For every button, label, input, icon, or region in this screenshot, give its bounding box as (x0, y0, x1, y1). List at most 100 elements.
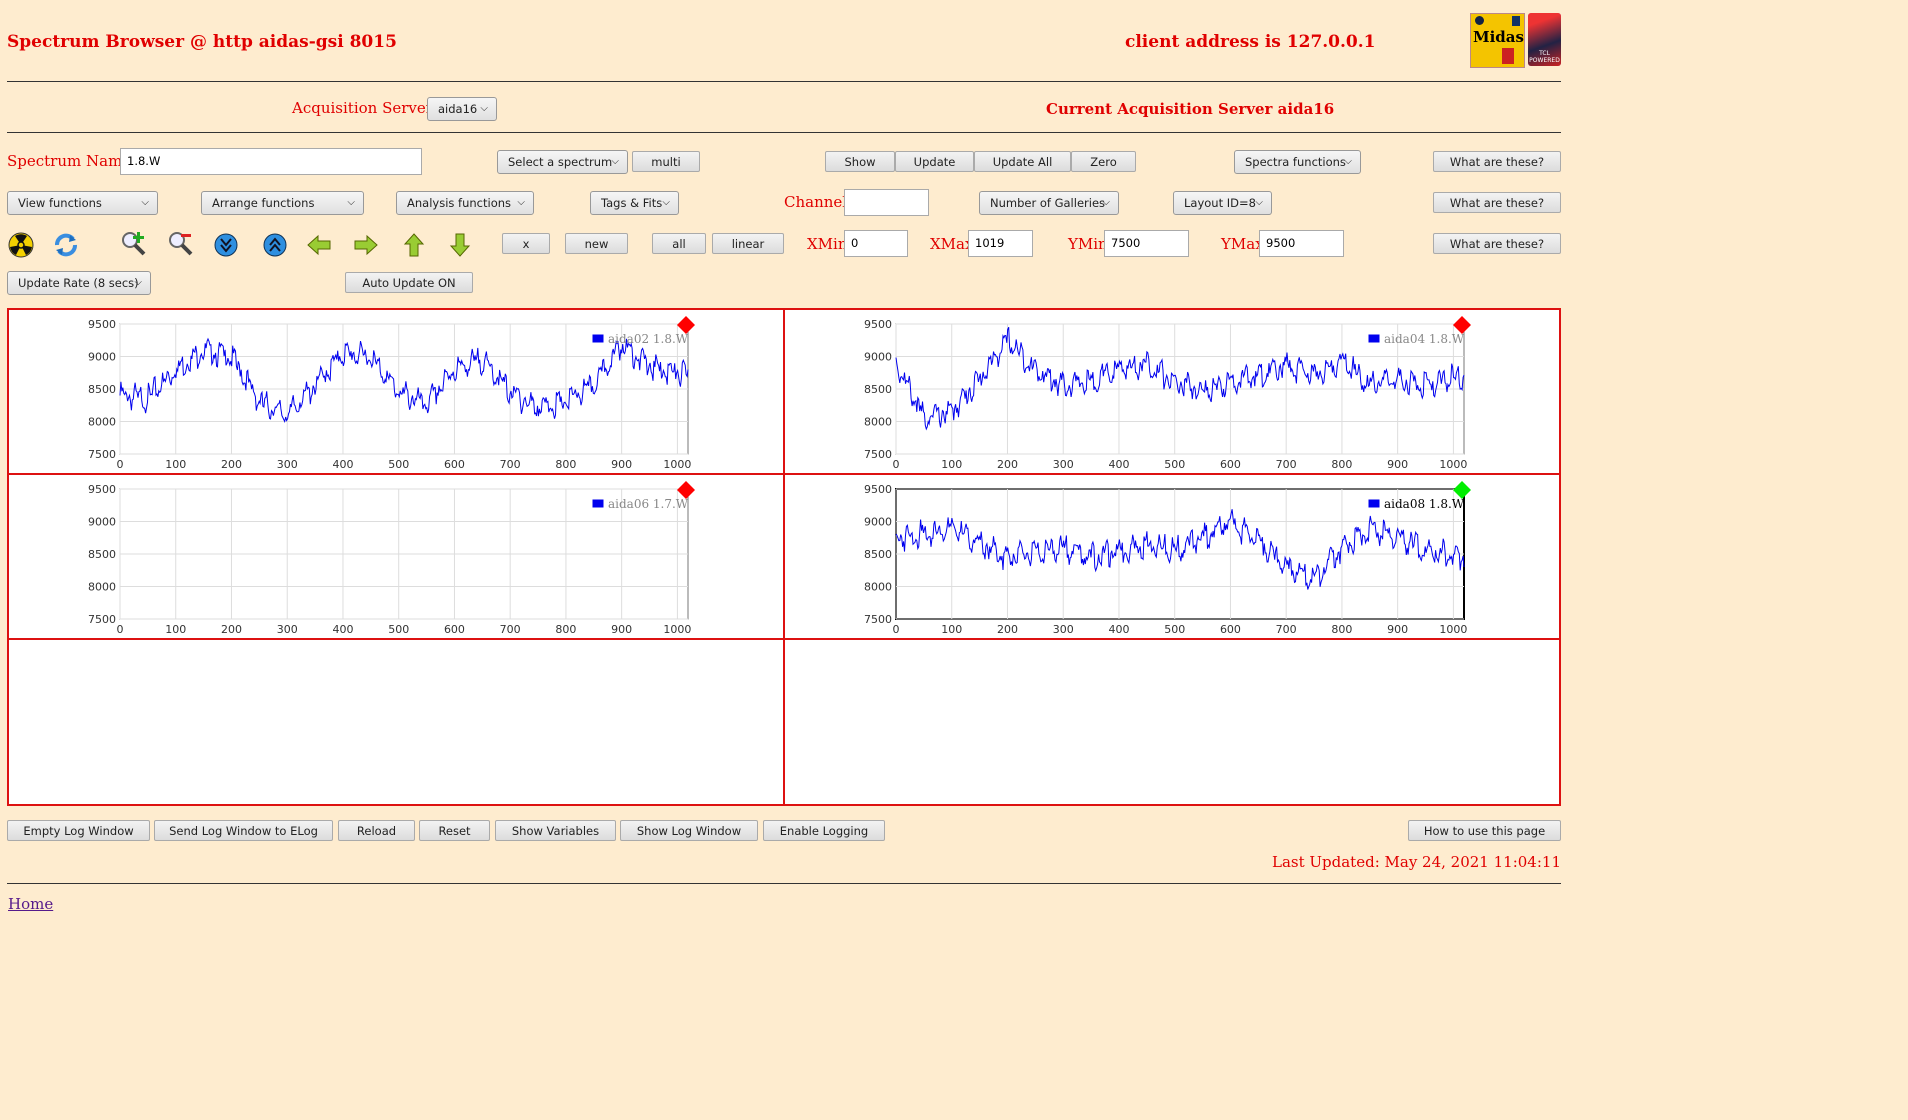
y-tick-label: 7500 (864, 613, 892, 626)
view-functions-label: View functions (18, 196, 102, 210)
status-diamond-icon[interactable] (1453, 316, 1471, 334)
y-tick-label: 8500 (88, 383, 116, 396)
status-diamond-icon[interactable] (677, 481, 695, 499)
x-tick-label: 0 (117, 458, 124, 471)
x-tick-label: 700 (500, 623, 521, 636)
status-diamond-icon[interactable] (1453, 481, 1471, 499)
x-tick-label: 300 (1053, 458, 1074, 471)
analysis-functions-dropdown[interactable]: Analysis functions ⌵ (396, 191, 534, 215)
legend-swatch (591, 333, 605, 344)
divider (7, 883, 1561, 884)
auto-update-button[interactable]: Auto Update ON (345, 272, 473, 293)
show-log-window-button[interactable]: Show Log Window (620, 820, 758, 841)
refresh-icon[interactable] (53, 232, 79, 258)
ymin-input[interactable]: 7500 (1104, 230, 1189, 257)
tags-fits-dropdown[interactable]: Tags & Fits ⌵ (590, 191, 679, 215)
enable-logging-button[interactable]: Enable Logging (763, 820, 885, 841)
x-tick-label: 600 (444, 623, 465, 636)
divider (7, 81, 1561, 82)
last-updated: Last Updated: May 24, 2021 11:04:11 (1272, 853, 1561, 871)
x-tick-label: 600 (444, 458, 465, 471)
number-of-galleries-dropdown[interactable]: Number of Galleries ⌵ (979, 191, 1119, 215)
y-tick-label: 9500 (864, 483, 892, 496)
y-tick-label: 7500 (864, 448, 892, 461)
zoom-in-icon[interactable] (120, 230, 146, 256)
x-tick-label: 100 (941, 623, 962, 636)
chevron-down-icon: ⌵ (141, 197, 149, 208)
spectrum-name-label: Spectrum Name: (7, 152, 137, 170)
chevron-down-icon: ⌵ (1255, 197, 1263, 208)
arrow-down-icon[interactable] (447, 232, 473, 258)
show-button[interactable]: Show (825, 151, 895, 172)
arrange-functions-label: Arrange functions (212, 196, 315, 210)
send-log-to-elog-button[interactable]: Send Log Window to ELog (154, 820, 333, 841)
empty-log-window-button[interactable]: Empty Log Window (7, 820, 150, 841)
ymax-input[interactable]: 9500 (1259, 230, 1344, 257)
what-are-these-button-2[interactable]: What are these? (1433, 192, 1561, 213)
radiation-icon[interactable] (8, 232, 34, 258)
spectrum-chart-aida06[interactable]: 0 100 200 300 400 500 600 700 800 900 1000 7500 8000… (9, 475, 783, 638)
spectrum-chart-aida04[interactable]: 0 100 200 300 400 500 600 700 800 900 1000 7500 8000… (785, 310, 1559, 473)
what-are-these-button-3[interactable]: What are these? (1433, 233, 1561, 254)
x-tick-label: 700 (1276, 623, 1297, 636)
arrow-up-icon[interactable] (401, 232, 427, 258)
x-tick-label: 300 (277, 623, 298, 636)
channel-label: Channel: (784, 193, 853, 211)
spectrum-chart-aida02[interactable]: 0 100 200 300 400 500 600 700 800 900 1000 7500 8000… (9, 310, 783, 473)
multi-button[interactable]: multi (632, 151, 700, 172)
new-button[interactable]: new (565, 233, 628, 254)
chevron-down-icon: ⌵ (611, 156, 619, 167)
y-tick-label: 9000 (864, 351, 892, 364)
spectrum-name-input[interactable]: 1.8.W (120, 148, 422, 175)
reset-button[interactable]: Reset (419, 820, 490, 841)
x-tick-label: 0 (893, 458, 900, 471)
x-tick-label: 400 (332, 623, 353, 636)
view-functions-dropdown[interactable]: View functions ⌵ (7, 191, 158, 215)
spectrum-chart-aida08[interactable]: 0 100 200 300 400 500 600 700 800 900 1000 7500 8000… (785, 475, 1559, 638)
linear-button[interactable]: linear (712, 233, 784, 254)
y-tick-label: 7500 (88, 448, 116, 461)
y-tick-label: 9000 (88, 516, 116, 529)
x-tick-label: 900 (611, 623, 632, 636)
layout-dropdown[interactable]: Layout ID=8 ⌵ (1173, 191, 1272, 215)
compress-down-icon[interactable] (213, 232, 239, 258)
how-to-use-button[interactable]: How to use this page (1408, 820, 1561, 841)
ymin-label: YMin (1068, 235, 1108, 253)
select-spectrum-dropdown[interactable]: Select a spectrum ⌵ (497, 150, 628, 174)
xmin-input[interactable]: 0 (844, 230, 908, 257)
x-tick-label: 500 (388, 458, 409, 471)
gallery-cell-6[interactable] (783, 638, 1561, 806)
arrow-right-icon[interactable] (353, 232, 379, 258)
what-are-these-button-1[interactable]: What are these? (1433, 151, 1561, 172)
all-button[interactable]: all (652, 233, 706, 254)
channel-input[interactable] (844, 189, 929, 216)
acquisition-server-select[interactable]: aida16 ⌵ (427, 97, 497, 121)
update-rate-dropdown[interactable]: Update Rate (8 secs) ⌵ (7, 271, 151, 295)
legend-swatch (1367, 333, 1381, 344)
chevron-down-icon: ⌵ (347, 197, 355, 208)
zoom-out-icon[interactable] (167, 230, 193, 256)
update-all-button[interactable]: Update All (974, 151, 1071, 172)
x-tick-label: 100 (165, 458, 186, 471)
page-title: Spectrum Browser @ http aidas-gsi 8015 (7, 32, 397, 52)
x-button[interactable]: x (502, 233, 550, 254)
spectra-functions-dropdown[interactable]: Spectra functions ⌵ (1234, 150, 1361, 174)
expand-up-icon[interactable] (262, 232, 288, 258)
update-button[interactable]: Update (895, 151, 974, 172)
show-variables-button[interactable]: Show Variables (495, 820, 616, 841)
status-diamond-icon[interactable] (677, 316, 695, 334)
y-tick-label: 8000 (864, 416, 892, 429)
current-server: Current Acquisition Server aida16 (1046, 100, 1335, 118)
arrow-left-icon[interactable] (306, 232, 332, 258)
arrange-functions-dropdown[interactable]: Arrange functions ⌵ (201, 191, 364, 215)
tcl-logo-text: TCL POWERED (1529, 50, 1560, 64)
series-line (119, 337, 689, 424)
reload-button[interactable]: Reload (338, 820, 415, 841)
gallery-cell-5[interactable] (7, 638, 785, 806)
zero-button[interactable]: Zero (1071, 151, 1136, 172)
y-tick-label: 9000 (864, 516, 892, 529)
xmax-input[interactable]: 1019 (968, 230, 1033, 257)
x-tick-label: 100 (165, 623, 186, 636)
home-link[interactable]: Home (8, 895, 54, 913)
y-tick-label: 7500 (88, 613, 116, 626)
